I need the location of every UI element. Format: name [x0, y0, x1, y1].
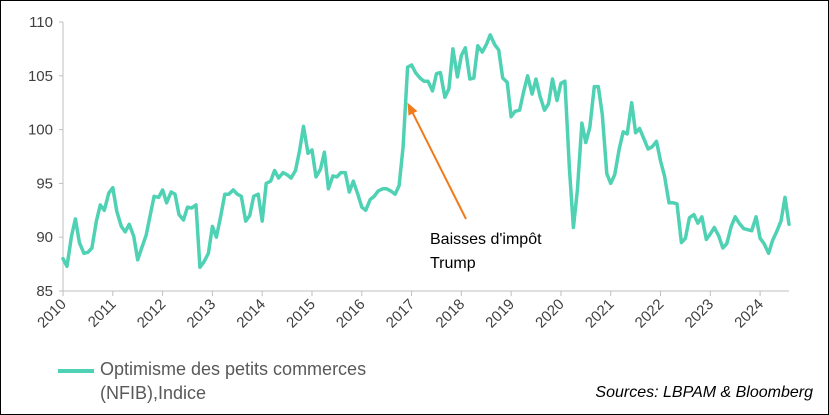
y-tick-labels: 85 90 95 100 105 110 [28, 14, 53, 300]
x-tick-label: 2022 [632, 296, 668, 332]
annotation-arrowhead [407, 102, 418, 116]
series-line [61, 33, 791, 270]
x-tick-label: 2013 [184, 296, 220, 332]
legend-swatch [58, 369, 94, 373]
annotation-arrow-group [407, 102, 467, 220]
axes [59, 21, 789, 296]
x-tick-label: 2012 [134, 296, 170, 332]
series-group [61, 33, 791, 270]
x-tick-label: 2011 [85, 296, 120, 331]
y-tick-label: 85 [36, 283, 53, 300]
x-tick-label: 2018 [433, 296, 469, 332]
y-tick-label: 95 [36, 175, 53, 192]
annotation-arrow-line [410, 110, 467, 220]
x-tick-label: 2016 [333, 296, 369, 332]
x-tick-label: 2023 [682, 296, 718, 332]
source-note: Sources: LBPAM & Bloomberg [595, 384, 813, 401]
y-tick-label: 105 [28, 68, 53, 85]
x-tick-label: 2021 [582, 296, 618, 332]
x-tick-label: 2014 [233, 296, 269, 332]
legend-label: Optimisme des petits commerces (NFIB),In… [100, 359, 367, 403]
x-tick-label: 2024 [731, 296, 767, 332]
y-tick-label: 110 [29, 14, 53, 31]
y-tick-label: 90 [36, 229, 53, 246]
x-tick-label: 2010 [34, 296, 70, 332]
y-tick-label: 100 [28, 122, 53, 139]
x-tick-label: 2020 [532, 296, 568, 332]
x-tick-label: 2017 [383, 296, 419, 332]
x-tick-label: 2015 [283, 296, 319, 332]
x-tick-labels: 2010 2011 2012 2013 2014 2015 2016 2017 2018 2019… [34, 296, 767, 332]
annotation-label: Baisses d'impôt Trump [430, 231, 542, 272]
x-tick-label: 2019 [482, 296, 518, 332]
